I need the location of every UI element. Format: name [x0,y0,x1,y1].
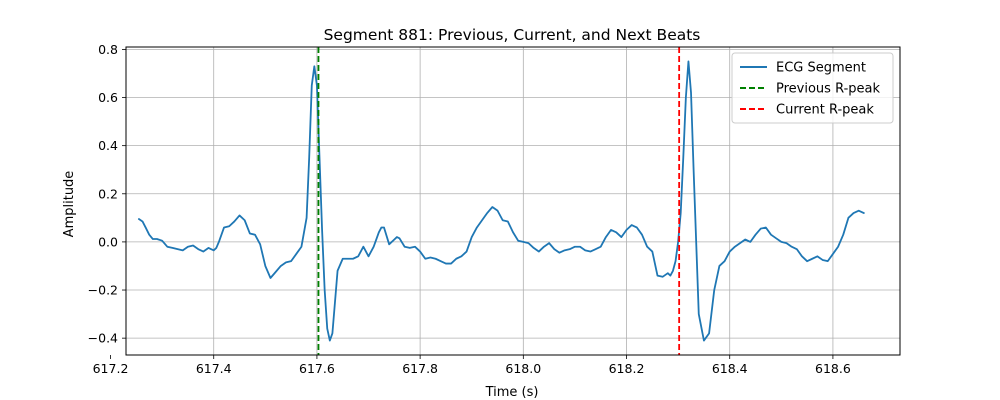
series-line-ecg-segment [137,60,865,342]
x-tick-label: 618.2 [609,361,645,376]
x-tick-label: 617.8 [402,361,438,376]
axis-ticks: 617.2 617.4 617.6 617.8 618.0 618.2 618.4 618.6… [88,42,851,376]
y-tick-label: 0.0 [98,234,118,249]
x-tick-label: 618.4 [712,361,748,376]
legend-label-ecg-segment: ECG Segment [776,61,866,76]
y-tick-label: 0.4 [98,138,118,153]
y-axis-label: Amplitude [62,171,77,238]
y-tick-label: −0.4 [88,331,118,346]
legend: ECG Segment Previous R-peak Current R-pe… [731,52,894,124]
y-tick-label: −0.2 [88,283,118,298]
legend-label-current-r-peak: Current R-peak [776,103,874,118]
y-tick-label: 0.2 [98,186,118,201]
axes-frame [125,46,901,356]
chart-title: Segment 881: Previous, Current, and Next… [324,26,701,44]
y-tick-label: 0.8 [98,42,118,57]
plot-area: 617.2 617.4 617.6 617.8 618.0 618.2 618.4 618.6… [88,42,901,376]
data-layer [137,47,865,355]
x-tick-label: 618.6 [815,361,851,376]
x-axis-label: Time (s) [485,385,539,400]
legend-box [731,52,894,124]
x-tick-label: 617.6 [299,361,335,376]
y-tick-label: 0.6 [98,90,118,105]
x-tick-label: 617.2 [93,361,129,376]
x-tick-label: 617.4 [196,361,232,376]
legend-label-previous-r-peak: Previous R-peak [776,82,880,97]
grid-lines [126,47,900,355]
x-tick-label: 618.0 [505,361,541,376]
